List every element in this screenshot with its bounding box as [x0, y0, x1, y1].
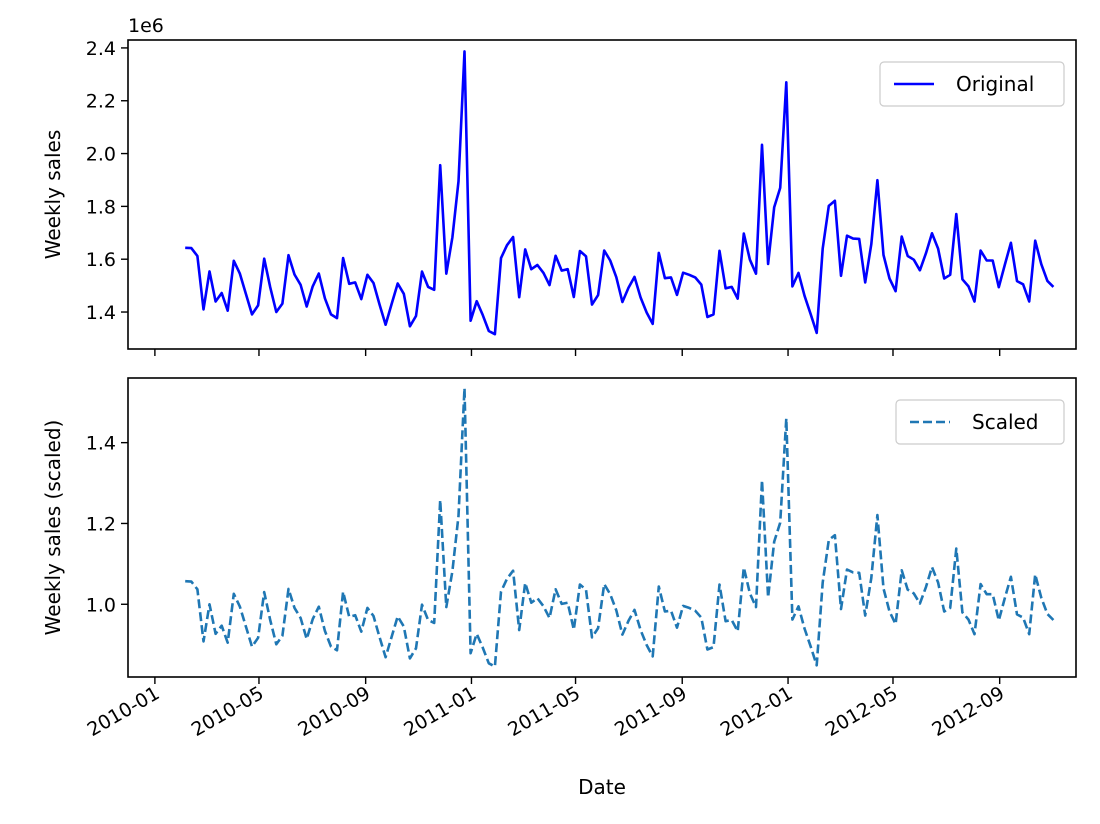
original-legend-label: Original: [956, 72, 1034, 96]
x-tick-label: 2010-05: [188, 682, 268, 741]
y-tick-label: 1.6: [86, 249, 116, 271]
y-tick-label: 1.4: [86, 433, 116, 455]
top-legend-box: [879, 61, 1065, 107]
x-tick-label: 2011-01: [400, 682, 480, 741]
y-tick-label: 1.4: [86, 302, 116, 324]
top-legend: Original: [879, 61, 1065, 107]
top-panel: 1.4 1.6 1.8 2.0 2.2 2.4 1e6 Weekly sales Orig…: [41, 15, 1077, 356]
top-plot-frame: [127, 39, 1077, 350]
y-offset-label: 1e6: [128, 15, 164, 37]
x-tick-label: 2011-09: [611, 682, 691, 741]
scaled-legend-label: Scaled: [972, 410, 1039, 434]
original-series-line: [185, 50, 1055, 336]
bottom-y-ticks: 1.0 1.2 1.4: [86, 433, 128, 616]
scaled-series-line: [185, 386, 1055, 668]
y-tick-label: 2.4: [86, 38, 116, 60]
x-tick-label: 2012-09: [928, 682, 1008, 741]
scaled-series-group: [185, 386, 1055, 668]
x-tick-label: 2010-09: [294, 682, 374, 741]
bottom-x-ticks: 2010-01 2010-05 2010-09 2011-01 2011-05 2011-…: [84, 677, 1008, 741]
x-tick-label: 2010-01: [84, 682, 164, 741]
y-tick-label: 2.0: [86, 144, 116, 166]
x-axis-label: Date: [578, 775, 626, 799]
y-tick-label: 1.2: [86, 513, 116, 535]
bottom-y-axis-label: Weekly sales (scaled): [41, 420, 65, 636]
original-series-group: [185, 50, 1055, 336]
x-tick-label: 2012-01: [717, 682, 797, 741]
top-x-ticks: [154, 349, 1001, 356]
y-tick-label: 2.2: [86, 91, 116, 113]
x-tick-label: 2011-05: [504, 682, 584, 741]
bottom-legend-box: [895, 399, 1065, 445]
top-y-ticks: 1.4 1.6 1.8 2.0 2.2 2.4: [86, 38, 128, 324]
y-tick-label: 1.0: [86, 594, 116, 616]
x-tick-label: 2012-05: [822, 682, 902, 741]
y-tick-label: 1.8: [86, 196, 116, 218]
bottom-plot-frame: [127, 377, 1077, 678]
bottom-panel: 1.01.21.4 2010-01 2010-05 2010-09 2011-01 20…: [41, 377, 1077, 799]
top-y-axis-label: Weekly sales: [41, 130, 65, 260]
bottom-legend: Scaled: [895, 399, 1065, 445]
